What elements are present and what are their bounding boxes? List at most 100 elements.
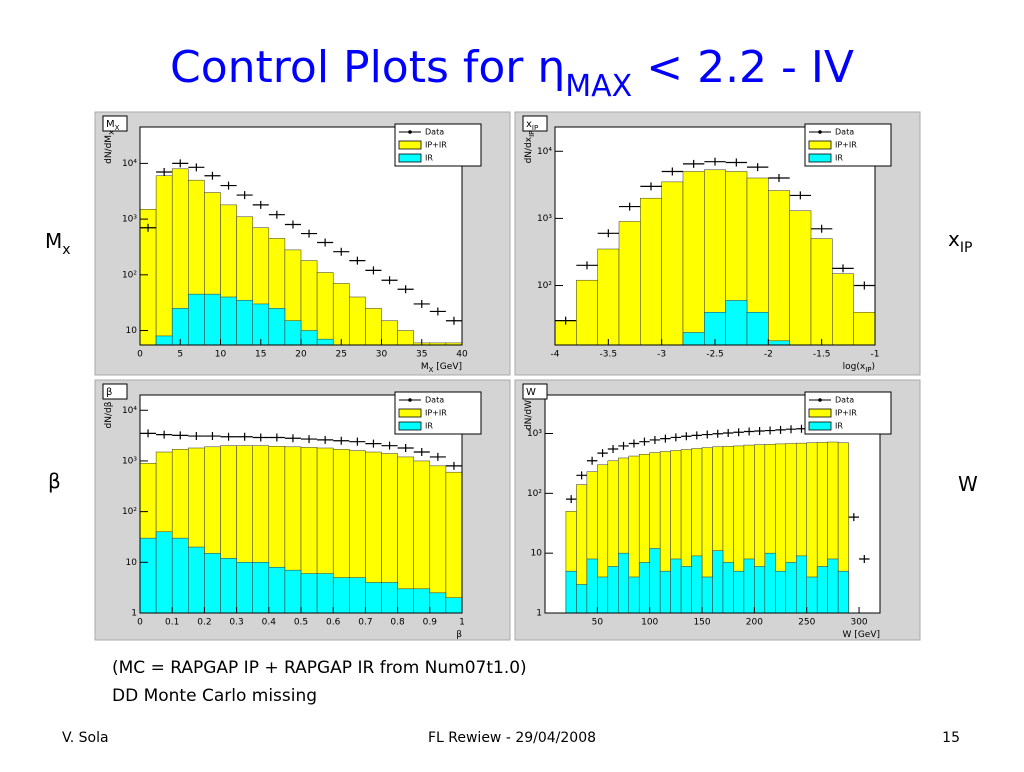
data-point <box>140 429 157 438</box>
text-part: M <box>421 362 429 372</box>
legend-swatch <box>398 408 422 418</box>
legend-label: IR <box>425 154 433 163</box>
histogram-bar <box>413 588 431 613</box>
text-part: x <box>948 227 960 251</box>
text-part: β <box>456 630 462 640</box>
data-point <box>204 171 221 180</box>
x-tick-label: 0.8 <box>390 618 405 628</box>
histogram-bar <box>618 552 629 613</box>
x-tick-label: 1 <box>459 618 465 628</box>
histogram-bar <box>682 171 705 345</box>
histogram-bar <box>252 562 270 613</box>
y-axis-label: dN/dβ <box>104 401 114 428</box>
data-point <box>628 439 640 448</box>
histogram-bar <box>743 558 755 613</box>
histogram-bar <box>284 320 302 345</box>
text-part: W <box>526 387 536 398</box>
data-point <box>704 157 726 166</box>
data-point <box>853 281 875 290</box>
panel-label-box <box>102 115 128 132</box>
histogram-bar <box>816 566 828 613</box>
legend-label: IR <box>425 422 433 431</box>
histogram-bar <box>764 552 776 613</box>
data-point <box>775 425 786 434</box>
histogram-bar <box>754 566 766 613</box>
data-point <box>140 223 157 232</box>
histogram-bar <box>680 566 692 613</box>
side-label: xIP <box>948 227 972 257</box>
x-tick-label: 0.5 <box>294 618 308 628</box>
data-point <box>743 427 755 436</box>
panel-label: MX <box>106 119 120 132</box>
legend-swatch <box>808 153 832 163</box>
marks <box>140 159 462 345</box>
text-part: log(x <box>843 362 866 372</box>
x-tick-label: -3.5 <box>600 350 618 360</box>
data-point <box>429 307 446 316</box>
histogram-bar <box>712 550 724 613</box>
y-tick-label: 10³ <box>122 456 137 466</box>
y-tick-label: 10² <box>122 507 137 517</box>
x-tick-label: 25 <box>336 350 347 360</box>
data-point <box>859 554 870 563</box>
data-point <box>789 191 811 200</box>
data-point <box>725 158 747 167</box>
subscript: MAX <box>565 69 632 104</box>
legend-swatch <box>808 140 832 150</box>
histogram-bar <box>171 537 189 613</box>
data-point <box>445 461 462 470</box>
data-point <box>811 224 833 233</box>
x-tick-label: 30 <box>376 350 388 360</box>
histogram-bar <box>429 465 447 613</box>
x-axis-label: log(xIP) <box>843 362 875 375</box>
histogram-bar <box>628 576 640 613</box>
x-tick-label: -4 <box>551 350 560 360</box>
data-point <box>660 434 671 443</box>
histogram-bar <box>576 279 598 345</box>
data-point <box>236 432 253 441</box>
data-point <box>832 264 854 273</box>
y-tick-label: 10³ <box>527 429 542 439</box>
data-point <box>754 427 765 436</box>
histogram-bar <box>140 537 157 613</box>
data-point <box>220 181 237 190</box>
histogram-bar <box>768 340 790 345</box>
data-point <box>268 433 285 442</box>
legend-swatch <box>808 421 832 431</box>
slide-title: Control Plots for ηMAX < 2.2 - IV <box>170 42 854 104</box>
subscript: x <box>62 242 70 258</box>
subscript: IP <box>960 240 973 256</box>
note: DD Monte Carlo missing <box>112 686 317 706</box>
data-point <box>236 191 253 200</box>
data-point <box>381 276 398 285</box>
x-tick-label: 0.3 <box>229 618 243 628</box>
x-tick-label: 0.7 <box>358 618 372 628</box>
legend-swatch <box>818 398 822 402</box>
data-point <box>712 429 723 438</box>
legend-label: IR <box>835 154 843 163</box>
panel-label-box <box>522 383 548 400</box>
histogram-bar <box>365 582 382 613</box>
data-point <box>317 238 334 247</box>
legend-swatch <box>408 398 412 402</box>
histogram-bar <box>429 592 447 613</box>
histogram-bar <box>659 570 671 613</box>
x-tick-label: 250 <box>798 618 815 628</box>
panel-label: β <box>106 387 112 398</box>
histogram-bar <box>349 296 366 345</box>
data-point <box>252 433 269 442</box>
histogram-bar <box>810 238 833 345</box>
text-part: W [GeV] <box>843 630 880 640</box>
text-part: dN/dW <box>524 400 534 430</box>
histogram-bar <box>316 573 334 613</box>
x-tick-label: 100 <box>641 618 658 628</box>
data-point <box>413 448 430 457</box>
legend-swatch <box>818 130 822 134</box>
data-point <box>301 229 318 238</box>
x-tick-label: -1 <box>871 350 880 360</box>
data-point <box>429 452 446 461</box>
legend-swatch <box>398 153 422 163</box>
y-axis-label: dN/dMX <box>104 130 117 164</box>
